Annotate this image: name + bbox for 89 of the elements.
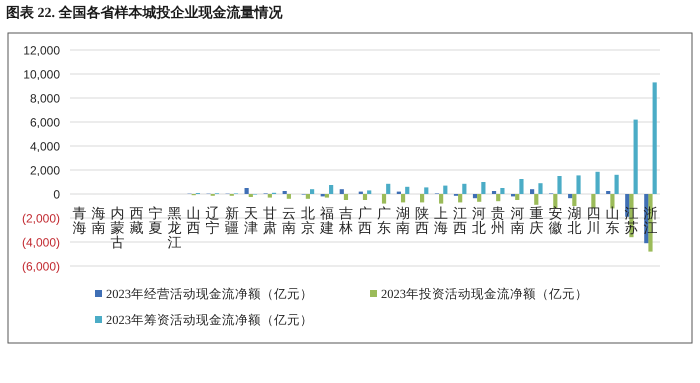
x-tick-label: 天津 xyxy=(244,207,258,236)
bar xyxy=(462,184,466,194)
x-tick-label: 重庆 xyxy=(529,206,544,236)
x-tick-label: 安徽 xyxy=(548,206,562,236)
x-tick-label: 青海 xyxy=(72,206,87,236)
x-tick-label: 山西 xyxy=(186,206,201,236)
bar xyxy=(367,190,372,194)
x-tick-label: 福建 xyxy=(318,206,334,236)
y-tick-label: 0 xyxy=(53,188,60,202)
x-tick-label: 四川 xyxy=(586,207,600,236)
x-tick-label: 吉林 xyxy=(338,206,353,236)
bar xyxy=(286,194,291,199)
x-tick-label: 浙江 xyxy=(643,206,658,236)
x-tick-label: 湖北 xyxy=(567,206,582,236)
bar xyxy=(568,194,572,198)
bar xyxy=(614,174,619,194)
bar xyxy=(534,194,538,205)
y-tick-label: (2,000) xyxy=(22,212,60,226)
x-tick-label: 江西 xyxy=(453,206,468,236)
x-tick-label: 上海 xyxy=(434,206,448,236)
legend-label: 2023年经营活动现金流净额（亿元） xyxy=(106,286,313,301)
x-tick-label: 陕西 xyxy=(415,206,430,236)
bar xyxy=(248,194,253,197)
bar xyxy=(282,191,287,194)
bar xyxy=(386,184,390,194)
bar xyxy=(496,194,500,202)
bar xyxy=(606,191,610,194)
bar xyxy=(477,194,482,202)
bar xyxy=(538,183,543,194)
bar xyxy=(481,182,486,194)
x-tick-label: 黑龙江 xyxy=(168,207,182,251)
bar xyxy=(310,189,314,194)
bar xyxy=(472,194,478,198)
bar xyxy=(420,194,424,202)
bar xyxy=(557,176,562,194)
bar xyxy=(324,194,330,198)
bar xyxy=(610,194,615,208)
x-tick-label: 北京 xyxy=(300,206,315,236)
bar xyxy=(492,191,496,194)
bar xyxy=(244,188,249,194)
y-tick-label: (4,000) xyxy=(22,236,60,250)
bar xyxy=(362,194,368,200)
bar xyxy=(306,194,310,199)
x-tick-label: 内蒙古 xyxy=(110,206,125,251)
x-tick-label: 海南 xyxy=(92,206,106,236)
y-tick-label: 8,000 xyxy=(30,92,60,106)
bar xyxy=(340,189,344,194)
bar xyxy=(268,194,272,198)
legend-label: 2023年投资活动现金流净额（亿元） xyxy=(381,286,588,301)
y-tick-label: (6,000) xyxy=(22,260,60,274)
bar xyxy=(329,185,334,194)
bar xyxy=(424,187,428,194)
y-tick-label: 2,000 xyxy=(30,164,60,178)
x-tick-label: 湖南 xyxy=(396,206,410,236)
bar xyxy=(439,194,444,204)
y-tick-label: 12,000 xyxy=(23,44,60,58)
bar xyxy=(382,194,386,204)
bar xyxy=(634,120,638,194)
bar xyxy=(500,188,505,194)
bar xyxy=(344,194,348,200)
legend-label: 2023年筹资活动现金流净额（亿元） xyxy=(106,312,313,327)
x-tick-label: 新疆 xyxy=(224,206,239,236)
x-tick-label: 西藏 xyxy=(130,207,144,236)
x-tick-label: 贵州 xyxy=(491,206,506,236)
chart-title: 图表 22. 全国各省样本城投企业现金流量情况 xyxy=(6,4,284,21)
x-tick-label: 宁夏 xyxy=(148,206,163,236)
bar xyxy=(405,186,410,194)
x-tick-label: 广西 xyxy=(358,206,372,236)
bar xyxy=(591,194,596,208)
x-tick-label: 广东 xyxy=(377,206,392,236)
y-tick-label: 4,000 xyxy=(30,140,60,154)
bar xyxy=(400,194,406,202)
bar xyxy=(519,179,524,194)
x-tick-label: 河南 xyxy=(510,206,524,236)
bar xyxy=(572,194,576,206)
x-tick-label: 河北 xyxy=(472,206,486,236)
bar xyxy=(530,189,534,194)
y-tick-label: 6,000 xyxy=(30,116,60,130)
bar xyxy=(458,194,462,202)
x-tick-label: 山东 xyxy=(605,206,620,236)
bar xyxy=(515,194,520,200)
x-tick-label: 云南 xyxy=(282,207,296,236)
bar xyxy=(595,172,600,194)
x-tick-label: 辽宁 xyxy=(206,206,220,236)
y-tick-label: 10,000 xyxy=(23,68,60,82)
bar xyxy=(652,82,657,194)
bar xyxy=(443,186,448,194)
bar xyxy=(576,175,581,194)
x-tick-label: 甘肃 xyxy=(262,206,277,236)
